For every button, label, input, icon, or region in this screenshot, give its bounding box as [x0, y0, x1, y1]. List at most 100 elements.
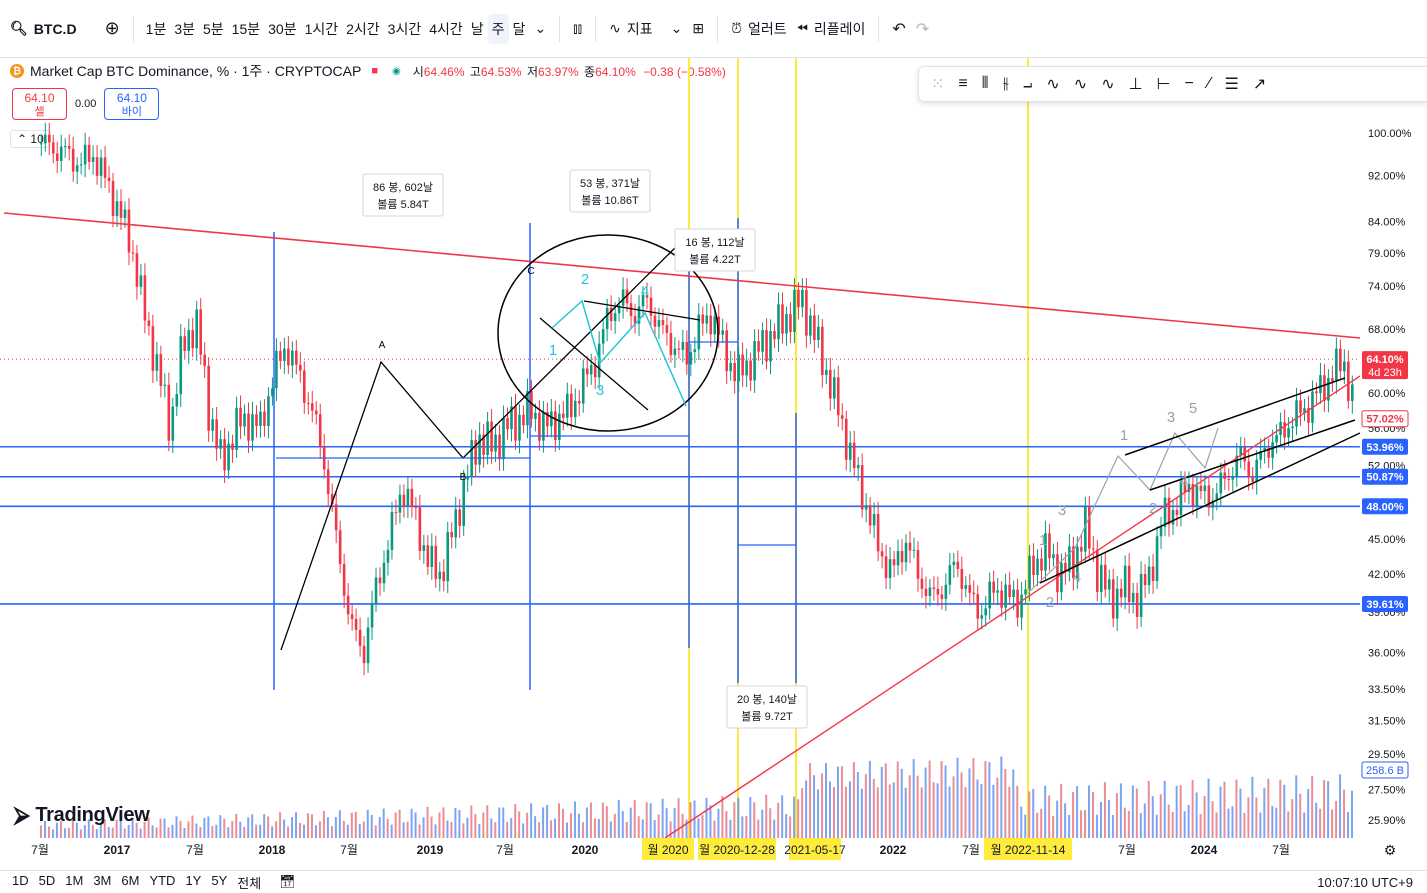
volume-bar	[163, 818, 166, 838]
timeframe-0[interactable]: 1분	[145, 20, 167, 37]
volume-bar	[832, 786, 835, 838]
candle-body	[960, 568, 964, 589]
flag-icon[interactable]: ■	[371, 65, 379, 77]
fib-tool-icon[interactable]: ≡	[958, 75, 968, 92]
range-button-7[interactable]: 5Y	[211, 872, 228, 888]
timeframe-1[interactable]: 3분	[174, 20, 195, 37]
alert-button[interactable]: ⏰︎ 얼러트	[726, 14, 792, 44]
timeframe-list: 1분 3분 5분 15분 30분 1시간 2시간 3시간 4시간 날 주 달	[142, 13, 530, 44]
volume-bar	[346, 824, 349, 838]
candle-body	[402, 494, 406, 507]
redo-icon[interactable]: ↷	[915, 20, 930, 38]
candle-body	[119, 201, 123, 218]
clock: 10:07:10 UTC+9	[1317, 874, 1413, 890]
range-button-4[interactable]: 6M	[121, 872, 140, 888]
x-highlight-bg	[698, 838, 776, 860]
timeframe-10[interactable]: 주	[487, 13, 509, 44]
symbol-search-button[interactable]: 🔍︎ BTC.D	[0, 14, 82, 44]
candle-body	[605, 307, 609, 330]
candle-body	[498, 434, 501, 460]
x-tick-13: 월 2022-11-14	[991, 843, 1066, 857]
menu-icon[interactable]: ☰	[1224, 76, 1239, 93]
range-button-0[interactable]: 1D	[12, 872, 29, 888]
candle-body	[558, 413, 561, 440]
price-label-4: 48.00%	[1362, 498, 1408, 515]
price-axis: 100.00% 92.00% 84.00% 79.00% 74.00% 68.00% 64.…	[1360, 58, 1427, 870]
timeframe-2[interactable]: 5분	[203, 20, 224, 37]
volume-bar	[318, 821, 321, 838]
price-label-3: 50.87%	[1362, 468, 1408, 485]
candle-body	[1247, 461, 1251, 478]
candle-type-icon[interactable]: ⫾⫾	[573, 20, 583, 36]
candle-body	[761, 330, 764, 352]
sell-button[interactable]: 64.10 셀	[12, 88, 67, 120]
range-button-5[interactable]: YTD	[149, 872, 176, 888]
elliott-icon[interactable]: ∿	[1101, 76, 1115, 93]
timeframe-5[interactable]: 1시간	[304, 20, 339, 37]
volume-bar	[458, 809, 461, 838]
wave-icon[interactable]: ∿	[1046, 76, 1060, 93]
wave-label-13: 3	[1167, 409, 1175, 426]
indicators-button[interactable]: ∿ 지표 ⌄	[604, 14, 687, 44]
range-button-6[interactable]: 1Y	[185, 872, 202, 888]
replay-button[interactable]: ⏪︎ 리플레이	[792, 14, 871, 44]
volume-bar	[490, 818, 493, 838]
volume-bar	[426, 806, 429, 838]
price-range-icon[interactable]: ⊥	[1128, 76, 1143, 93]
range-button-1[interactable]: 5D	[38, 872, 56, 888]
abcd-icon[interactable]: ∿	[1073, 76, 1088, 93]
timeframe-11[interactable]: 달	[512, 20, 526, 37]
wave-label-4: 2	[581, 271, 589, 288]
schiff-icon[interactable]: ⫳	[1002, 75, 1010, 92]
candle-body	[566, 393, 569, 418]
volume-bar	[641, 819, 644, 838]
price-label-text: 50.87%	[1366, 472, 1404, 484]
projection-icon[interactable]: −	[1184, 75, 1194, 92]
volume-bar	[1203, 795, 1206, 838]
volume-bar	[613, 813, 616, 838]
volume-bar	[434, 824, 437, 838]
timeframe-9[interactable]: 날	[470, 20, 484, 37]
volume-bar	[884, 763, 887, 838]
undo-icon[interactable]: ↶	[892, 20, 906, 38]
fan-icon[interactable]: ⨼	[1023, 75, 1033, 92]
range-box-bars: 20 봉, 140날	[737, 693, 797, 706]
timeframe-6[interactable]: 2시간	[346, 20, 380, 37]
buy-button[interactable]: 64.10 바이	[104, 88, 160, 120]
range-button-8[interactable]: 전체	[237, 875, 262, 891]
volume-bar	[1343, 789, 1346, 838]
tv-logo-icon: ⮚	[14, 802, 30, 827]
candle-body	[992, 581, 995, 593]
candle-body	[1271, 442, 1274, 458]
candle-body	[338, 530, 342, 565]
candle-body	[1235, 455, 1239, 477]
timeframe-4[interactable]: 30분	[268, 20, 297, 37]
timeframe-3[interactable]: 15분	[231, 20, 261, 37]
candle-body	[633, 316, 637, 324]
trend-icon[interactable]: ↗	[1252, 76, 1267, 93]
layouts-icon[interactable]: ⊞	[692, 20, 705, 36]
range-button-3[interactable]: 3M	[93, 872, 112, 888]
volume-bar	[1163, 780, 1166, 838]
calendar-icon[interactable]: 📅︎	[279, 874, 296, 889]
date-range-icon[interactable]: ⊢	[1156, 76, 1171, 93]
drag-handle-icon[interactable]: ⁙	[931, 76, 945, 93]
volume-bar	[418, 824, 421, 838]
pitchfork-icon[interactable]: ⫴	[981, 75, 989, 92]
timeframe-dropdown-icon[interactable]: ⌄	[534, 20, 547, 36]
timeframe-7[interactable]: 3시간	[387, 20, 422, 37]
range-button-2[interactable]: 1M	[65, 872, 84, 888]
volume-bar	[326, 817, 329, 838]
range-box-bars: 53 봉, 371날	[580, 177, 640, 190]
red-trendline-top	[3, 212, 1361, 339]
volume-bar	[566, 822, 568, 838]
gann-icon[interactable]: ∕	[1207, 75, 1211, 92]
tradingview-logo: ⮚ TradingView	[14, 802, 150, 828]
volume-bar	[960, 772, 963, 838]
compare-symbol-button[interactable]: ⊕	[104, 18, 120, 38]
candle-body	[346, 595, 350, 615]
volume-bar	[996, 777, 999, 838]
timeframe-8[interactable]: 4시간	[429, 20, 463, 37]
volume-bar	[1048, 795, 1051, 838]
